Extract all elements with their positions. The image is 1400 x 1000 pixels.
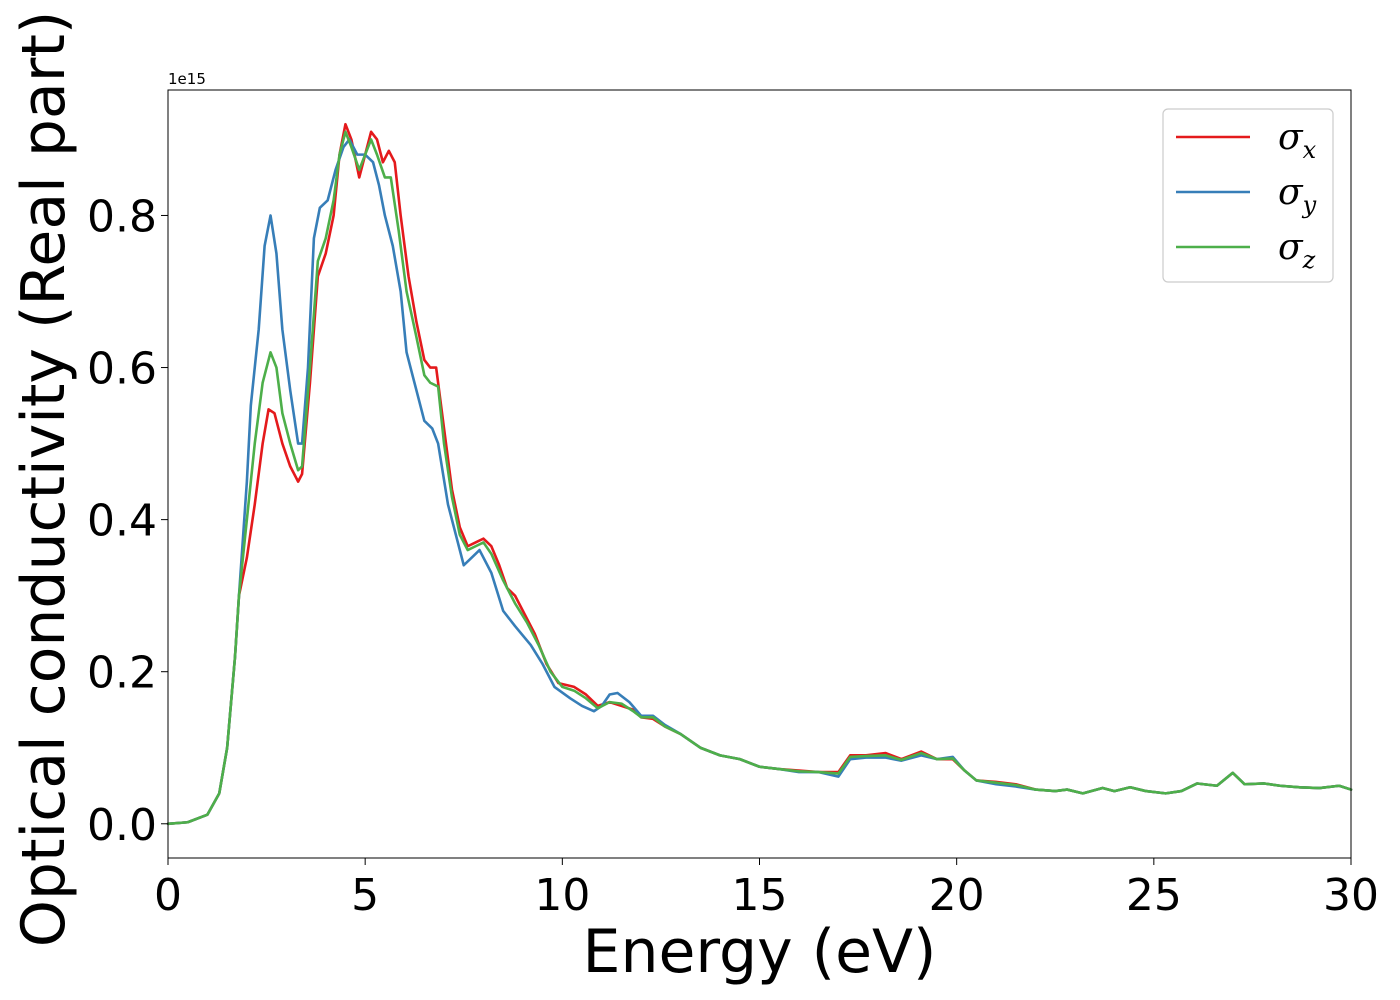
series-layer	[166, 122, 1353, 826]
y-axis-ticks: 0.0 0.2 0.4 0.6 0.8	[87, 191, 168, 851]
series-line-z	[166, 130, 1353, 826]
y-tick-label: 0.4	[87, 496, 157, 547]
x-tick-label: 30	[1323, 870, 1379, 921]
x-tick-label: 25	[1126, 870, 1182, 921]
x-tick-label: 0	[154, 870, 182, 921]
y-tick-label: 0.8	[87, 191, 157, 242]
legend-label-x: σx	[1278, 117, 1317, 164]
y-tick-label: 0.0	[87, 800, 157, 851]
y-axis-title: Optical conductivity (Real part)	[9, 11, 79, 948]
legend-box	[1162, 108, 1334, 283]
x-tick-label: 10	[534, 870, 590, 921]
y-tick-label: 0.6	[87, 344, 157, 395]
x-axis-title: Energy (eV)	[583, 917, 937, 987]
x-tick-label: 5	[351, 870, 379, 921]
y-axis-offset-label: 1e15	[168, 70, 206, 88]
y-tick-label: 0.2	[87, 648, 157, 699]
x-tick-label: 15	[732, 870, 788, 921]
x-axis-ticks: 0 5 10 15 20 25 30	[154, 858, 1379, 921]
x-tick-label: 20	[929, 870, 985, 921]
